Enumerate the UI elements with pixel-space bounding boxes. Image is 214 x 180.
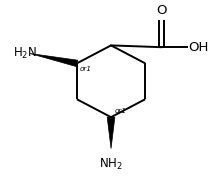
Text: H$_2$N: H$_2$N <box>13 46 37 61</box>
Polygon shape <box>107 117 115 149</box>
Text: OH: OH <box>188 41 208 54</box>
Text: or1: or1 <box>80 66 92 72</box>
Text: NH$_2$: NH$_2$ <box>99 157 123 172</box>
Text: or1: or1 <box>114 109 126 114</box>
Polygon shape <box>30 53 78 66</box>
Text: O: O <box>156 4 166 17</box>
